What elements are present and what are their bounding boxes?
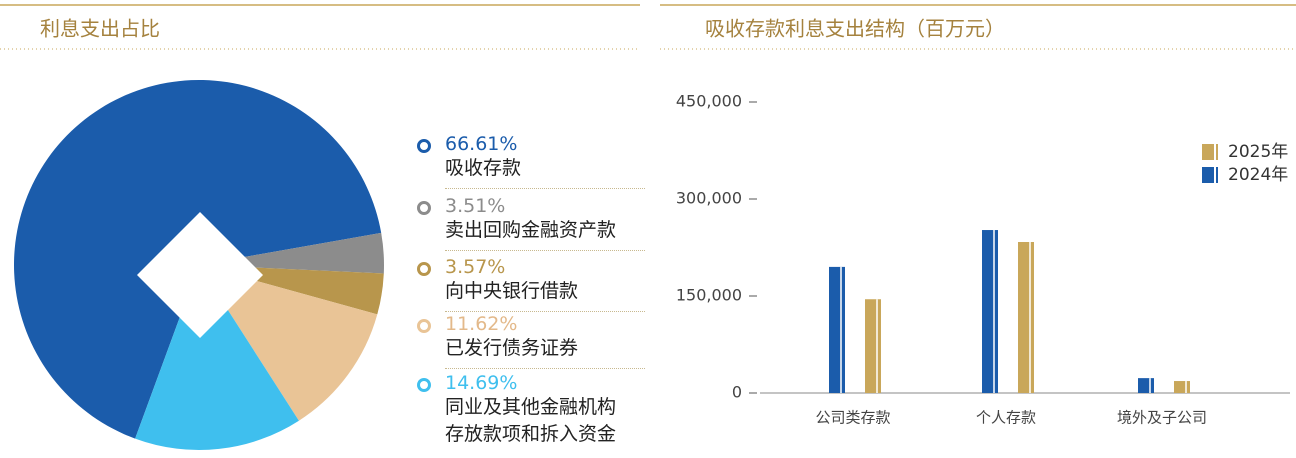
legend-label: 已发行债务证券	[445, 337, 579, 359]
y-tick-label: 0	[732, 383, 742, 402]
legend-marker	[417, 319, 431, 333]
legend-marker	[417, 139, 431, 153]
pie-slice	[199, 265, 378, 421]
legend-label: 2024年	[1228, 165, 1288, 185]
legend-value: 11.62%	[415, 313, 655, 335]
x-tick-label: 个人存款	[976, 409, 1036, 427]
legend-item: 3.51% 卖出回购金融资产款	[415, 195, 655, 253]
x-tick-label: 境外及子公司	[1117, 409, 1207, 427]
pie-slice	[135, 265, 299, 450]
legend-marker	[417, 262, 431, 276]
bar	[1018, 242, 1034, 393]
legend-separator	[445, 311, 645, 312]
chart-title: 吸收存款利息支出结构（百万元）	[705, 17, 1005, 41]
legend-separator	[445, 250, 645, 251]
bar	[1138, 378, 1154, 393]
legend-label: 向中央银行借款	[445, 280, 579, 302]
legend-separator	[445, 188, 645, 189]
legend-item: 14.69% 同业及其他金融机构存放款项和拆入资金	[415, 372, 655, 448]
bar	[982, 230, 998, 393]
legend-swatch	[1202, 144, 1214, 160]
chart-title: 利息支出占比	[40, 17, 160, 41]
legend-value: 66.61%	[415, 133, 655, 155]
legend-swatch	[1202, 167, 1214, 183]
legend-label: 同业及其他金融机构存放款项和拆入资金	[445, 396, 617, 445]
legend-item: 66.61% 吸收存款	[415, 133, 655, 191]
legend-value: 3.51%	[415, 195, 655, 217]
legend-item: 3.57% 向中央银行借款	[415, 256, 655, 314]
legend-marker	[417, 378, 431, 392]
legend-value: 3.57%	[415, 256, 655, 278]
bar	[865, 299, 881, 393]
y-tick-label: 300,000	[676, 189, 742, 208]
x-tick-label: 公司类存款	[815, 409, 890, 427]
bar	[829, 266, 845, 393]
center-diamond	[137, 212, 263, 338]
legend-item: 11.62% 已发行债务证券	[415, 313, 655, 371]
y-tick-label: 450,000	[676, 92, 742, 111]
legend-label: 2025年	[1228, 142, 1288, 162]
legend-value: 14.69%	[415, 372, 655, 394]
y-tick-label: 150,000	[676, 286, 742, 305]
legend-separator	[445, 368, 645, 369]
legend-marker	[417, 201, 431, 215]
legend-label: 吸收存款	[445, 157, 522, 179]
bar	[1174, 381, 1190, 393]
legend-label: 卖出回购金融资产款	[445, 219, 617, 241]
